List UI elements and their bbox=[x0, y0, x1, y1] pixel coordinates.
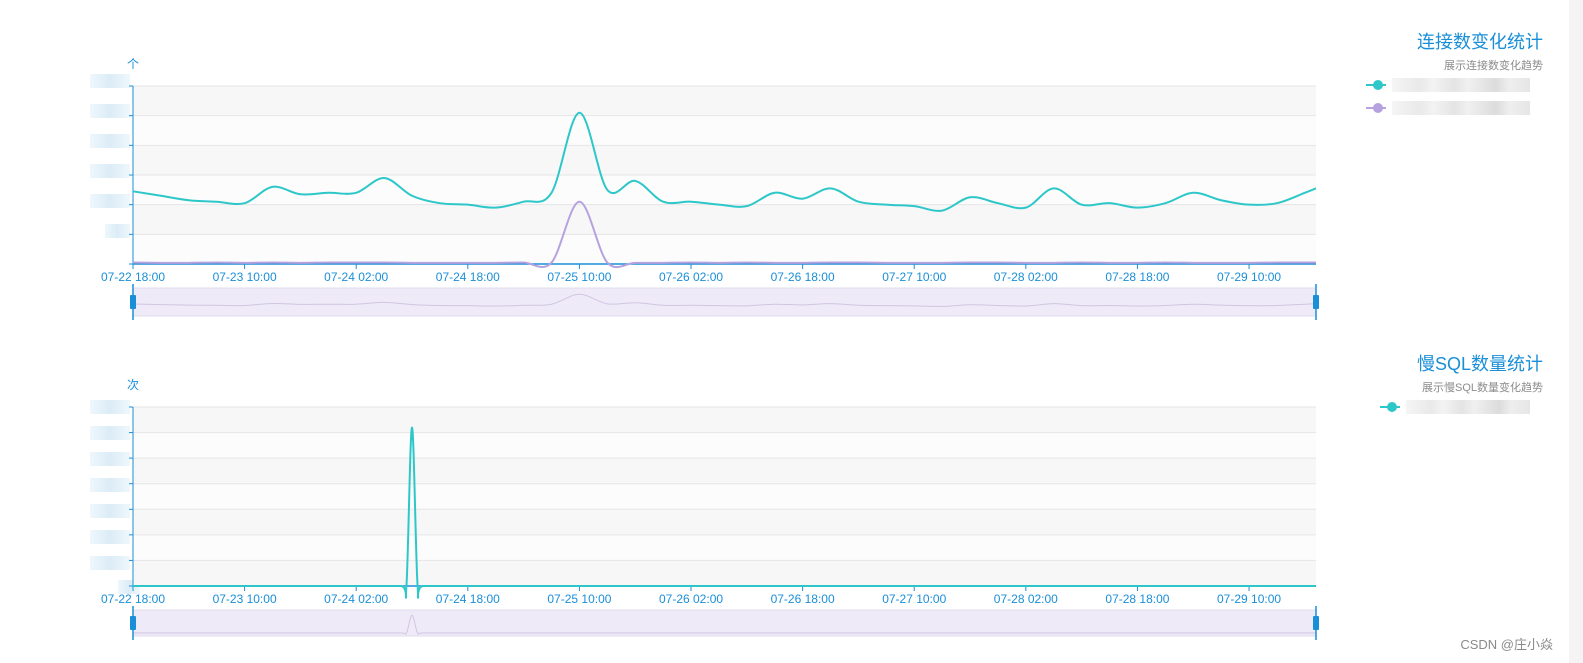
grid-band bbox=[133, 483, 1316, 510]
page-scrollbar[interactable] bbox=[1569, 0, 1583, 663]
slow-sql-chart[interactable]: 次 07-22 18:00 07-23 10:00 07-24 02:00 07-24 … bbox=[0, 330, 1583, 663]
grid-band bbox=[133, 509, 1316, 535]
grid-band bbox=[133, 407, 1316, 433]
slow-sql-panel: 慢SQL数量统计 展示慢SQL数量变化趋势 次 07-22 18:00 07-23 … bbox=[0, 330, 1583, 663]
x-tick-label: 07-28 18:00 bbox=[1105, 270, 1169, 284]
data-zoom-handle-right[interactable] bbox=[1313, 284, 1319, 320]
grid-band bbox=[133, 115, 1316, 146]
y-tick-label-redacted bbox=[90, 530, 130, 544]
data-zoom-background bbox=[132, 609, 1317, 637]
y-tick-label-redacted bbox=[90, 452, 130, 466]
handle-grip bbox=[1313, 616, 1319, 630]
grid-band bbox=[133, 560, 1316, 586]
data-zoom-handle-left[interactable] bbox=[130, 606, 136, 640]
y-tick-label-redacted bbox=[105, 224, 130, 238]
y-tick-label-redacted bbox=[90, 504, 130, 518]
handle-grip bbox=[130, 616, 136, 630]
series-line bbox=[132, 111, 1317, 212]
x-tick-label: 07-26 02:00 bbox=[659, 270, 723, 284]
data-zoom-background bbox=[132, 287, 1317, 317]
x-tick-label: 07-26 18:00 bbox=[771, 592, 835, 606]
y-tick-label-redacted bbox=[90, 104, 130, 118]
connection-count-chart[interactable]: 个 07-22 18:00 07-23 10:00 07-24 02:00 07-24 … bbox=[0, 0, 1583, 330]
x-tick-label: 07-26 02:00 bbox=[659, 592, 723, 606]
series-line bbox=[132, 200, 1316, 269]
x-tick-label: 07-28 02:00 bbox=[994, 270, 1058, 284]
x-tick-label: 07-29 10:00 bbox=[1217, 270, 1281, 284]
y-tick-label-redacted bbox=[90, 400, 130, 414]
chart-title: 慢SQL数量统计 bbox=[1416, 354, 1543, 374]
legend-item-series-1[interactable] bbox=[1380, 400, 1530, 414]
chart-title: 连接数变化统计 bbox=[1417, 32, 1543, 52]
y-axis-unit: 个 bbox=[127, 57, 139, 71]
legend-item-series-2[interactable] bbox=[1366, 101, 1531, 115]
x-tick-label: 07-27 10:00 bbox=[882, 270, 946, 284]
connection-count-panel: 连接数变化统计 展示连接数变化趋势 个 07-22 18:00 07-23 10:0… bbox=[0, 0, 1583, 330]
legend-dot-icon bbox=[1373, 80, 1383, 90]
data-zoom-preview-line bbox=[133, 614, 1316, 635]
x-tick-label: 07-23 10:00 bbox=[213, 592, 277, 606]
legend-dot-icon bbox=[1373, 103, 1383, 113]
x-tick-label: 07-29 10:00 bbox=[1217, 592, 1281, 606]
data-zoom-handle-right[interactable] bbox=[1313, 606, 1319, 640]
grid-band bbox=[133, 234, 1316, 264]
legend-item-series-1[interactable] bbox=[1366, 78, 1531, 92]
chart-subtitle: 展示连接数变化趋势 bbox=[1444, 60, 1543, 72]
y-tick-label-redacted bbox=[90, 74, 130, 88]
x-tick-label: 07-24 18:00 bbox=[436, 270, 500, 284]
x-tick-label: 07-28 02:00 bbox=[994, 592, 1058, 606]
data-zoom-handle-left[interactable] bbox=[130, 284, 136, 320]
legend-dot-icon bbox=[1387, 402, 1397, 412]
y-tick-label-redacted bbox=[90, 426, 130, 440]
grid-band bbox=[133, 86, 1316, 116]
grid-band bbox=[133, 145, 1316, 175]
x-tick-label: 07-22 18:00 bbox=[101, 270, 165, 284]
grid-band bbox=[133, 534, 1316, 561]
x-tick-label: 07-25 10:00 bbox=[547, 592, 611, 606]
grid-band bbox=[133, 432, 1316, 459]
x-tick-label: 07-25 10:00 bbox=[547, 270, 611, 284]
chart-subtitle: 展示慢SQL数量变化趋势 bbox=[1421, 382, 1543, 394]
series-line bbox=[132, 426, 1316, 599]
x-tick-label: 07-22 18:00 bbox=[101, 592, 165, 606]
data-zoom-preview-line bbox=[132, 293, 1317, 307]
x-tick-label: 07-28 18:00 bbox=[1105, 592, 1169, 606]
csdn-watermark: CSDN @庄小焱 bbox=[1460, 637, 1553, 652]
y-tick-label-redacted bbox=[90, 556, 130, 570]
x-tick-label: 07-26 18:00 bbox=[771, 270, 835, 284]
y-tick-label-redacted bbox=[90, 194, 130, 208]
legend-label-redacted bbox=[1392, 101, 1530, 115]
legend-label-redacted bbox=[1406, 400, 1530, 414]
handle-grip bbox=[130, 295, 136, 309]
y-tick-label-redacted bbox=[90, 134, 130, 148]
y-axis-unit: 次 bbox=[127, 378, 139, 392]
grid-band bbox=[133, 204, 1316, 235]
x-tick-label: 07-27 10:00 bbox=[882, 592, 946, 606]
y-tick-label-redacted bbox=[90, 478, 130, 492]
x-tick-label: 07-24 02:00 bbox=[324, 592, 388, 606]
grid-band bbox=[133, 175, 1316, 205]
grid-band bbox=[133, 458, 1316, 484]
handle-grip bbox=[1313, 295, 1319, 309]
x-tick-label: 07-23 10:00 bbox=[213, 270, 277, 284]
legend-label-redacted bbox=[1392, 78, 1530, 92]
y-tick-label-redacted bbox=[90, 164, 130, 178]
x-tick-label: 07-24 18:00 bbox=[436, 592, 500, 606]
x-tick-label: 07-24 02:00 bbox=[324, 270, 388, 284]
